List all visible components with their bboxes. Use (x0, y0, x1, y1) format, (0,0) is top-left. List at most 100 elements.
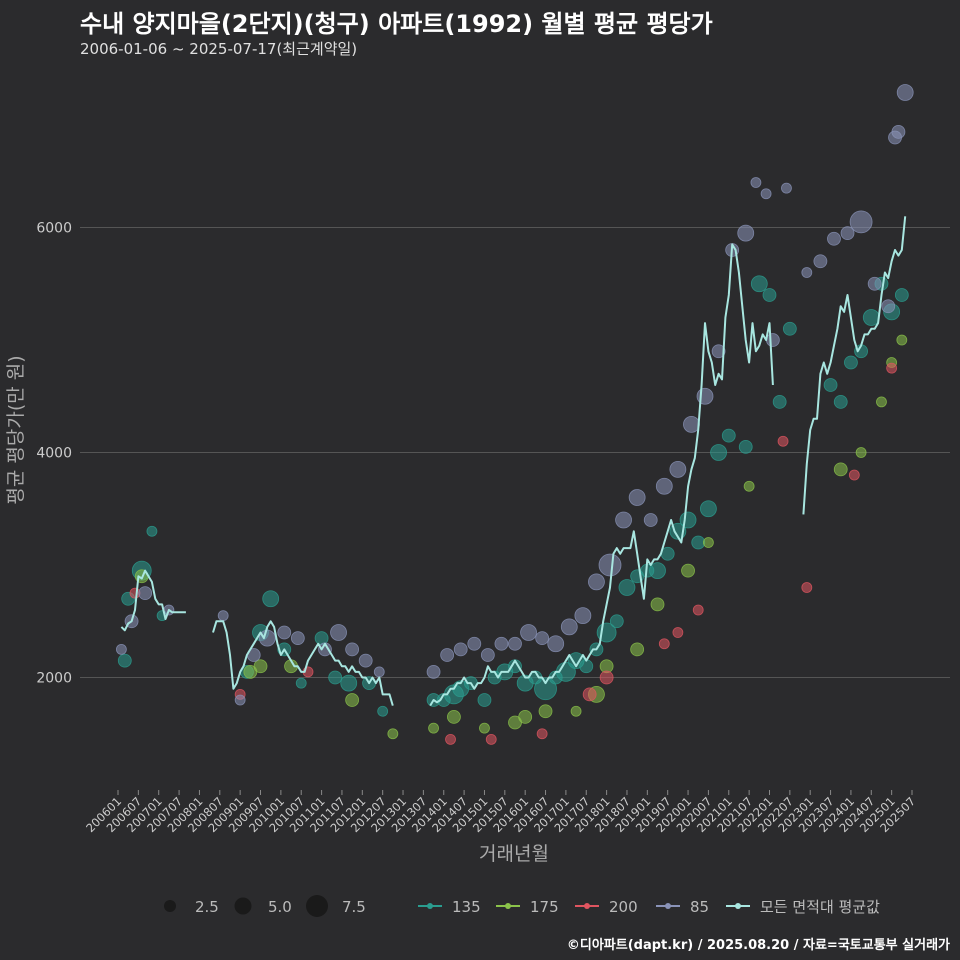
bubble-point-135 (649, 562, 666, 580)
legend: 2.5 5.0 7.5 135 175 200 85 모든 면적대 평균값 (164, 895, 880, 917)
legend-size-label: 5.0 (268, 898, 292, 916)
bubble-point-175 (447, 709, 461, 724)
bubble-point-175 (387, 728, 399, 740)
bubble-point-85 (277, 625, 292, 640)
bubble-point-200 (801, 582, 813, 593)
bubble-point-135 (738, 439, 753, 454)
bubble-point-135 (762, 288, 777, 302)
legend-key-dot (505, 903, 511, 909)
bubble-point-135 (679, 511, 697, 529)
bubble-point-135 (721, 428, 736, 443)
average-line-segment (802, 216, 907, 515)
bubble-point-135 (833, 394, 848, 409)
average-line-segment (429, 243, 774, 707)
y-tick-label: 4000 (36, 446, 72, 462)
bubble-point-135 (710, 444, 727, 461)
bubble-point-85 (345, 642, 360, 657)
legend-key-dot (427, 903, 433, 909)
bubble-point-85 (138, 586, 153, 601)
bubble-point-85 (737, 224, 755, 242)
bubble-point-135 (377, 705, 389, 717)
bubble-point-175 (538, 704, 553, 719)
bubble-point-175 (703, 537, 714, 548)
bubble-point-175 (833, 462, 848, 477)
bubble-point-135 (262, 590, 280, 608)
bubble-point-85 (453, 642, 468, 657)
chart-title: 수내 양지마을(2단지)(청구) 아파트(1992) 월별 평균 평당가 (80, 10, 713, 38)
legend-series-label: 85 (690, 898, 709, 916)
legend-series-label: 135 (452, 898, 481, 916)
y-tick-label: 2000 (36, 671, 72, 687)
bubble-point-85 (467, 636, 482, 651)
bubble-point-85 (535, 631, 550, 646)
legend-series-label: 175 (530, 898, 559, 916)
bubble-point-135 (750, 275, 768, 293)
bubble-point-175 (253, 659, 268, 674)
bubble-point-175 (345, 693, 360, 707)
bubble-point-85 (669, 460, 687, 478)
bubble-point-200 (485, 733, 497, 745)
bubble-point-135 (823, 378, 838, 392)
bubble-layer (115, 84, 914, 745)
y-tick-label: 6000 (36, 221, 72, 237)
bubble-point-135 (844, 355, 858, 370)
bubble-point-85 (358, 653, 373, 668)
bubble-point-175 (855, 447, 867, 458)
bubble-point-200 (886, 362, 898, 374)
bubble-point-85 (813, 254, 828, 269)
bubble-point-85 (643, 513, 658, 527)
bubble-point-85 (827, 231, 841, 246)
bubble-point-85 (598, 553, 622, 577)
average-line-segment (212, 620, 394, 706)
chart-subtitle: 2006-01-06 ~ 2025-07-17(최근계약일) (80, 40, 358, 58)
bubble-point-175 (876, 396, 887, 408)
bubble-point-85 (115, 643, 127, 655)
bubble-point-85 (520, 624, 537, 641)
legend-size-label: 2.5 (195, 898, 219, 916)
legend-key-dot (735, 903, 741, 909)
legend-size-label: 7.5 (342, 898, 366, 916)
bubble-point-135 (691, 535, 706, 550)
bubble-point-85 (840, 226, 855, 241)
bubble-point-85 (217, 610, 229, 622)
grid-lines (80, 227, 950, 678)
bubble-point-85 (426, 664, 441, 679)
bubble-point-135 (894, 288, 909, 302)
bubble-point-135 (579, 659, 594, 674)
bubble-point-85 (867, 276, 882, 291)
x-tick-labels: 2006012006072007012007072008012008072009… (83, 790, 918, 835)
bubble-point-85 (560, 618, 578, 636)
legend-series-label: 모든 면적대 평균값 (760, 898, 880, 916)
bubble-point-85 (781, 182, 792, 194)
y-axis-label: 평균 평당가(만 원) (5, 355, 27, 504)
bubble-point-85 (801, 267, 813, 278)
bubble-point-85 (655, 477, 673, 495)
bubble-point-135 (477, 693, 492, 707)
bubble-point-200 (582, 687, 597, 702)
bubble-point-135 (700, 500, 717, 518)
legend-size-circle (234, 897, 252, 915)
bubble-point-200 (848, 469, 860, 481)
bubble-point-85 (896, 84, 914, 101)
bubble-point-200 (658, 638, 670, 650)
bubble-point-135 (862, 309, 880, 326)
bubble-point-200 (445, 733, 456, 745)
bubble-point-85 (760, 188, 772, 200)
legend-size-circle (164, 900, 176, 912)
average-line-layer (120, 216, 907, 707)
bubble-point-85 (373, 666, 385, 678)
bubble-point-85 (891, 124, 906, 139)
bubble-point-85 (480, 648, 495, 662)
bubble-point-135 (534, 677, 557, 701)
bubble-point-85 (615, 511, 632, 529)
bubble-point-175 (681, 563, 695, 578)
bubble-point-175 (428, 722, 439, 734)
bubble-point-175 (479, 722, 490, 734)
legend-size-circle (306, 895, 328, 917)
bubble-point-85 (711, 344, 726, 359)
bubble-point-85 (574, 607, 592, 625)
bubble-point-200 (777, 435, 789, 447)
legend-key-dot (584, 903, 590, 909)
bubble-point-85 (765, 333, 780, 347)
